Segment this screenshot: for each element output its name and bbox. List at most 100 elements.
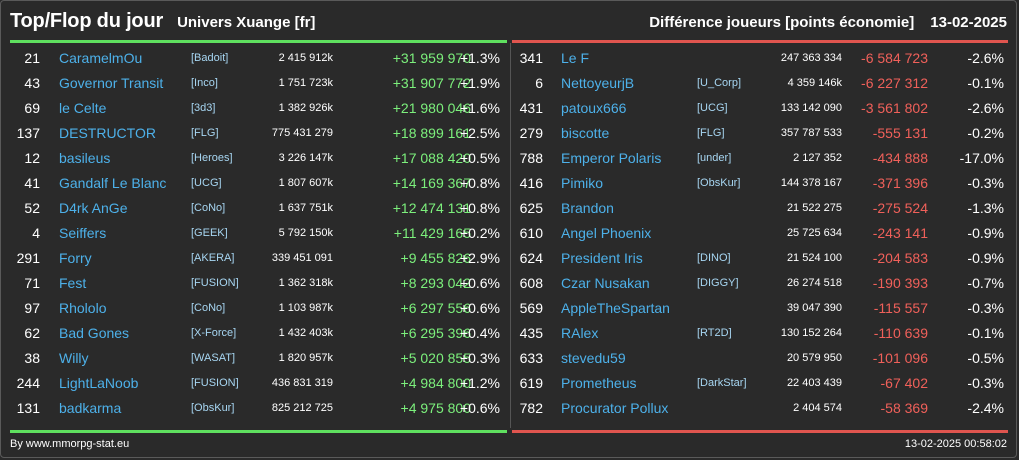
alliance-tag[interactable]: [DarkStar] [697,377,747,389]
player-name-link[interactable]: Fest [59,275,87,291]
player-name-link[interactable]: Forry [59,250,92,266]
points-cell: 1 362 318k [278,277,333,289]
points-cell: 1 637 751k [278,202,333,214]
alliance-tag[interactable]: [UCG] [191,177,222,189]
player-name-link[interactable]: Pimiko [561,175,604,191]
player-name-link[interactable]: Brandon [561,200,614,216]
table-row: 6 NettoyeurjB [U_Corp] 4 359 146k -6 227 312… [513,71,1010,96]
player-name-link[interactable]: Czar Nusakan [561,275,650,291]
alliance-tag[interactable]: [WASAT] [191,352,235,364]
rank-cell: 788 [519,150,543,166]
alliance-tag[interactable]: [FLG] [697,127,725,139]
diff-cell: -555 131 [872,125,928,141]
diff-cell: +9 455 826 [400,250,471,266]
alliance-tag[interactable]: [DIGGY] [697,277,739,289]
points-cell: 247 363 334 [780,52,842,64]
points-cell: 3 226 147k [278,152,333,164]
points-cell: 339 451 091 [271,252,333,264]
alliance-tag[interactable]: [GEEK] [191,227,228,239]
player-name-link[interactable]: Angel Phoenix [561,225,652,241]
diff-cell: -204 583 [872,250,928,266]
player-name-link[interactable]: Procurator Pollux [561,400,669,416]
table-row: 619 Prometheus [DarkStar] 22 403 439 -67 402… [513,371,1010,396]
percent-cell: +0.3% [459,350,500,366]
player-name-link[interactable]: President Iris [561,250,643,266]
alliance-tag[interactable]: [Heroes] [191,152,233,164]
player-name-link[interactable]: Willy [59,350,89,366]
rank-cell: 21 [24,50,40,66]
points-cell: 2 415 912k [278,52,333,64]
alliance-tag[interactable]: [U_Corp] [697,77,742,89]
player-name-link[interactable]: AppleTheSpartan [561,300,670,316]
player-name-link[interactable]: patoux666 [561,100,627,116]
table-row: 21 CaramelmOu [Badoit] 2 415 912k +31 959 97… [10,46,502,71]
player-name-link[interactable]: Rhololo [59,300,107,316]
alliance-tag[interactable]: [AKERA] [191,252,235,264]
player-name-link[interactable]: NettoyeurjB [561,75,635,91]
alliance-tag[interactable]: [3d3] [191,102,216,114]
rank-cell: 6 [535,75,543,91]
percent-cell: +0.5% [459,150,500,166]
alliance-tag[interactable]: [ObsKur] [697,177,741,189]
flop-rule [512,40,1008,43]
player-name-link[interactable]: Gandalf Le Blanc [59,175,167,191]
alliance-tag[interactable]: [CoNo] [191,302,226,314]
rank-cell: 97 [24,300,40,316]
percent-cell: +1.3% [459,50,500,66]
player-name-link[interactable]: stevedu59 [561,350,626,366]
player-name-link[interactable]: Le F [561,50,590,66]
table-row: 41 Gandalf Le Blanc [UCG] 1 807 607k +14 169… [10,171,502,196]
alliance-tag[interactable]: [FUSION] [191,377,239,389]
player-name-link[interactable]: badkarma [59,400,122,416]
player-name-link[interactable]: CaramelmOu [59,50,143,66]
table-row: 625 Brandon 21 522 275 -275 524 -1.3% [513,196,1010,221]
points-cell: 2 404 574 [793,402,842,414]
player-name-link[interactable]: Governor Transit [59,75,164,91]
table-row: 38 Willy [WASAT] 1 820 957k +5 020 855 +0.3% [10,346,502,371]
rank-cell: 416 [519,175,543,191]
alliance-tag[interactable]: [Inco] [191,77,218,89]
rank-cell: 43 [24,75,40,91]
player-name-link[interactable]: Emperor Polaris [561,150,662,166]
rank-cell: 131 [16,400,40,416]
player-name-link[interactable]: RAlex [561,325,599,341]
report-date: 13-02-2025 [930,14,1007,31]
alliance-tag[interactable]: [X-Force] [191,327,237,339]
percent-cell: +0.6% [459,275,500,291]
alliance-tag[interactable]: [CoNo] [191,202,226,214]
percent-cell: +2.5% [459,125,500,141]
alliance-tag[interactable]: [RT2D] [697,327,732,339]
player-name-link[interactable]: basileus [59,150,111,166]
top-bottom-rule [10,430,507,433]
percent-cell: -0.5% [967,350,1004,366]
metric-label: Différence joueurs [points économie] [649,14,915,31]
rank-cell: 782 [519,400,543,416]
diff-cell: +31 907 772 [392,75,471,91]
alliance-tag[interactable]: [FUSION] [191,277,239,289]
player-name-link[interactable]: biscotte [561,125,610,141]
player-name-link[interactable]: le Celte [59,100,107,116]
player-name-link[interactable]: Seiffers [59,225,107,241]
alliance-tag[interactable]: [Badoit] [191,52,229,64]
player-name-link[interactable]: LightLaNoob [59,375,139,391]
diff-cell: -6 227 312 [861,75,928,91]
percent-cell: +2.9% [459,250,500,266]
player-name-link[interactable]: DESTRUCTOR [59,125,156,141]
player-name-link[interactable]: Bad Gones [59,325,130,341]
flop-bottom-rule [512,430,1008,433]
rank-cell: 633 [519,350,543,366]
points-cell: 1 820 957k [278,352,333,364]
points-cell: 436 831 319 [271,377,333,389]
points-cell: 39 047 390 [786,302,842,314]
player-name-link[interactable]: D4rk AnGe [59,200,128,216]
alliance-tag[interactable]: [DINO] [697,252,731,264]
alliance-tag[interactable]: [FLG] [191,127,219,139]
player-name-link[interactable]: Prometheus [561,375,637,391]
alliance-tag[interactable]: [ObsKur] [191,402,235,414]
table-row: 341 Le F 247 363 334 -6 584 723 -2.6% [513,46,1010,71]
points-cell: 1 103 987k [278,302,333,314]
alliance-tag[interactable]: [UCG] [697,102,728,114]
alliance-tag[interactable]: [under] [697,152,732,164]
percent-cell: -0.9% [967,250,1004,266]
percent-cell: +0.8% [459,200,500,216]
